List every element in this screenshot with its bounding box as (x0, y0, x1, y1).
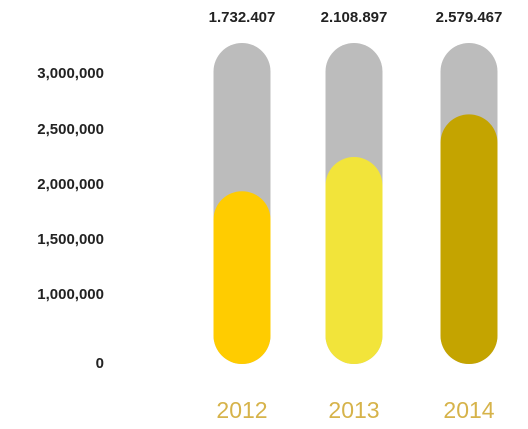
data-label-2012: 1.732.407 (209, 9, 276, 26)
data-label-2013: 2.108.897 (321, 9, 388, 26)
data-labels: 1.732.407 2.108.897 2.579.467 (209, 9, 503, 26)
x-tick-label-2014: 2014 (443, 397, 494, 423)
y-tick-label: 2,000,000 (37, 176, 104, 193)
bar-2013 (325, 157, 383, 364)
y-tick-label: 0 (96, 355, 104, 372)
y-tick-label: 1,500,000 (37, 231, 104, 248)
x-tick-label-2012: 2012 (216, 397, 267, 423)
bar-2012 (213, 191, 271, 364)
x-tick-label-2013: 2013 (328, 397, 379, 423)
x-axis: 2012 2013 2014 (216, 397, 494, 423)
bar-2014 (440, 114, 498, 364)
data-label-2014: 2.579.467 (436, 9, 503, 26)
y-tick-label: 1,000,000 (37, 286, 104, 303)
y-tick-label: 3,000,000 (37, 65, 104, 82)
y-axis: 0 1,000,000 1,500,000 2,000,000 2,500,000 3,0… (37, 65, 104, 372)
y-tick-label: 2,500,000 (37, 121, 104, 138)
bars (213, 114, 498, 364)
